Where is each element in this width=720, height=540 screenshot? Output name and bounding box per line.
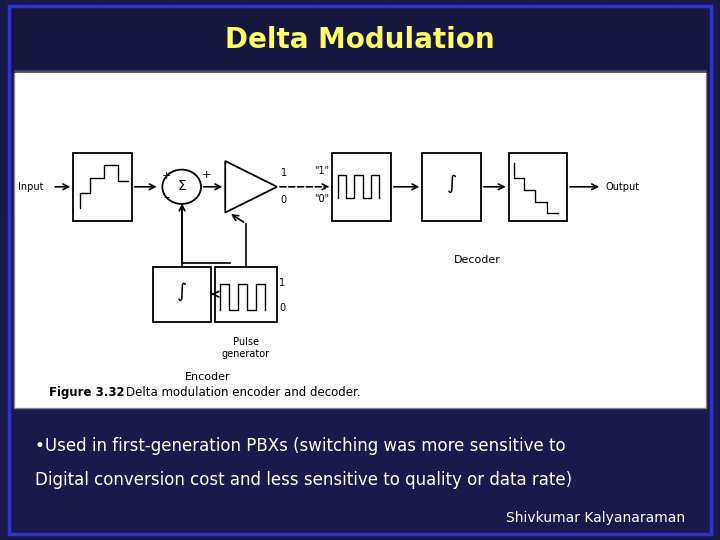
Text: +: +	[202, 170, 211, 179]
Text: Decoder: Decoder	[454, 255, 501, 266]
Text: 1: 1	[279, 278, 285, 288]
Text: Delta modulation encoder and decoder.: Delta modulation encoder and decoder.	[111, 386, 361, 399]
Bar	[9, 6, 711, 73]
Text: +: +	[162, 171, 171, 181]
Text: 0: 0	[281, 195, 287, 205]
Bar	[180, 0, 238, 216]
Text: Delta Modulation: Delta Modulation	[225, 26, 495, 55]
Bar	[14, 70, 706, 408]
Bar	[396, 0, 454, 216]
Text: 0: 0	[279, 303, 285, 313]
Text: 1: 1	[281, 168, 287, 178]
Bar	[153, 267, 212, 322]
Text: Output: Output	[606, 182, 639, 192]
Text: ∫: ∫	[446, 174, 456, 193]
Bar	[215, 267, 277, 322]
Text: Pulse
generator: Pulse generator	[222, 337, 270, 359]
Text: "0": "0"	[314, 194, 329, 204]
Bar	[73, 153, 132, 220]
Bar	[684, 0, 720, 216]
Text: Figure 3.32: Figure 3.32	[49, 386, 125, 399]
Text: Encoder: Encoder	[185, 372, 230, 382]
Bar	[540, 0, 598, 216]
Text: Digital conversion cost and less sensitive to quality or data rate): Digital conversion cost and less sensiti…	[35, 471, 572, 489]
Text: Shivkumar Kalyanaraman: Shivkumar Kalyanaraman	[505, 511, 685, 524]
Bar	[333, 153, 391, 220]
Bar	[324, 0, 382, 216]
Text: •Used in first-generation PBXs (switching was more sensitive to: •Used in first-generation PBXs (switchin…	[35, 437, 566, 455]
Polygon shape	[225, 161, 277, 213]
Text: –: –	[163, 191, 170, 204]
Bar	[36, 0, 94, 216]
Bar	[252, 0, 310, 216]
Text: "1": "1"	[314, 166, 329, 177]
Bar	[508, 153, 567, 220]
Bar	[0, 0, 22, 216]
Text: ∫: ∫	[177, 281, 187, 301]
Text: Σ: Σ	[177, 179, 186, 193]
Bar	[422, 153, 481, 220]
Bar	[108, 0, 166, 216]
Bar	[468, 0, 526, 216]
Bar	[612, 0, 670, 216]
Text: Input: Input	[18, 182, 43, 192]
